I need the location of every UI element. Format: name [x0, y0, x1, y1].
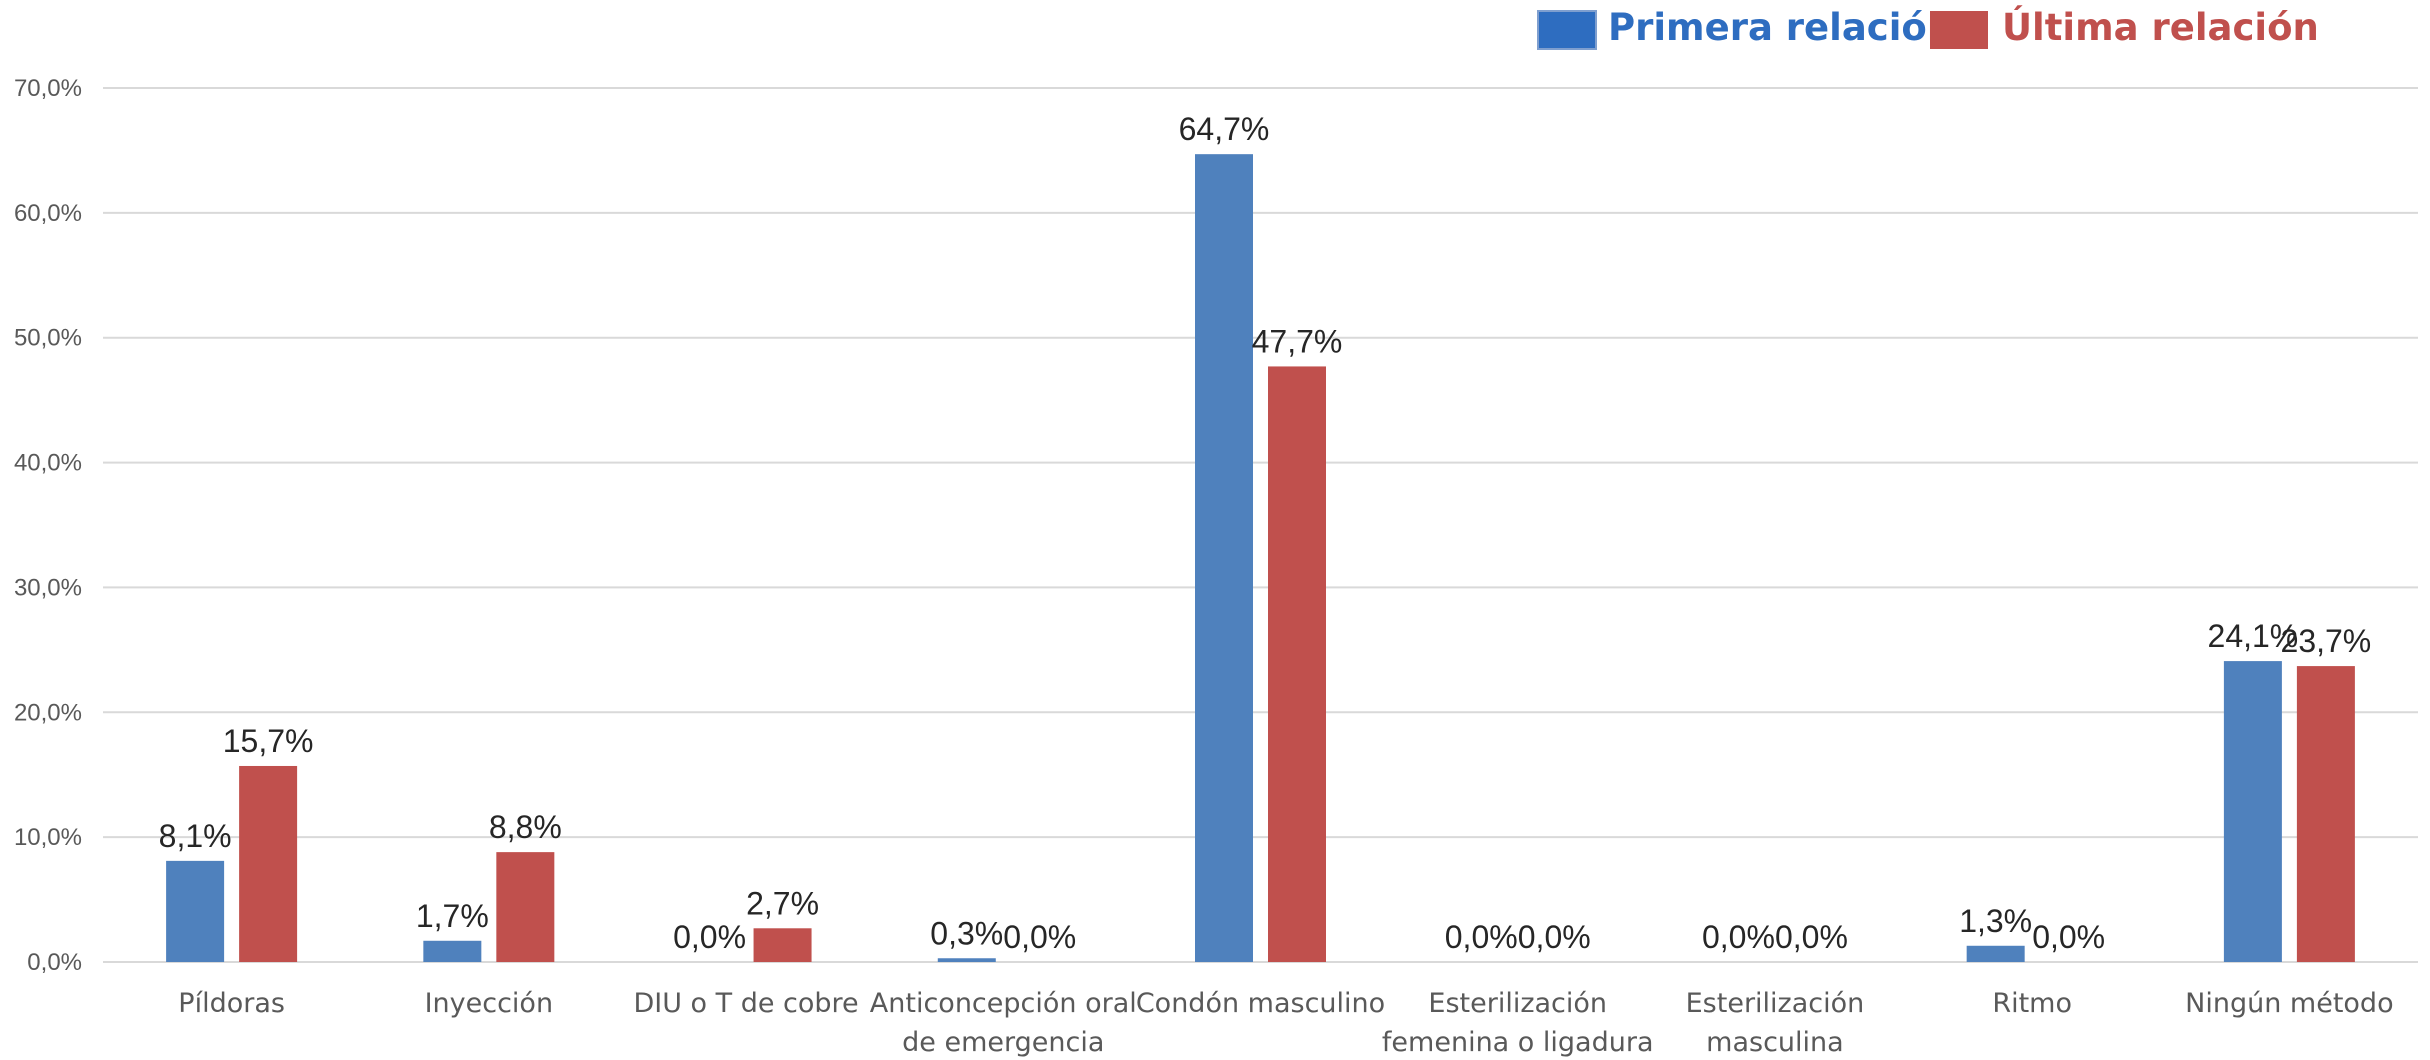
y-tick-label: 60,0% — [14, 200, 82, 227]
x-category-label: Anticoncepción oral — [870, 988, 1137, 1019]
x-category-label: Esterilización — [1686, 988, 1865, 1019]
y-tick-label: 40,0% — [14, 450, 82, 477]
x-category-label: Inyección — [425, 988, 554, 1019]
x-category-label: Condón masculino — [1136, 988, 1385, 1019]
data-label-1-3: 0,0% — [1003, 919, 1076, 955]
legend-swatch-primera-relacion — [1537, 10, 1597, 50]
x-category-label: Esterilización — [1428, 988, 1607, 1019]
bar-0-3 — [937, 958, 996, 962]
data-label-0-0: 8,1% — [159, 818, 232, 854]
data-label-0-2: 0,0% — [673, 919, 746, 955]
x-category-label: Ningún método — [2185, 988, 2393, 1019]
data-label-1-0: 15,7% — [223, 723, 314, 759]
x-category-label: femenina o ligadura — [1382, 1027, 1654, 1058]
data-label-1-5: 0,0% — [1518, 919, 1591, 955]
x-category-label: DIU o T de cobre — [633, 988, 858, 1019]
data-label-0-4: 64,7% — [1179, 111, 1270, 147]
data-label-1-7: 0,0% — [2032, 919, 2105, 955]
x-category-label: masculina — [1706, 1027, 1844, 1058]
data-label-0-8: 24,1% — [2208, 618, 2299, 654]
data-labels: 8,1%15,7%1,7%8,8%0,0%2,7%0,3% 0,0%64,7%47… — [159, 111, 2372, 955]
data-label-1-8: 23,7% — [2281, 623, 2372, 659]
data-label-0-5: 0,0% — [1445, 919, 1518, 955]
x-category-label: de emergencia — [902, 1027, 1104, 1058]
y-tick-label: 0,0% — [27, 949, 82, 976]
bar-1-4 — [1268, 366, 1326, 963]
y-tick-label: 30,0% — [14, 574, 82, 601]
x-axis-category-labels: Píldoras Inyección DIU o T de cobre Anticon… — [178, 988, 2393, 1058]
y-gridlines — [103, 87, 2418, 963]
bar-0-4 — [1195, 154, 1253, 962]
data-label-1-1: 8,8% — [489, 809, 562, 845]
y-tick-label: 10,0% — [14, 824, 82, 851]
data-label-0-1: 1,7% — [416, 898, 489, 934]
data-label-0-3: 0,3% — [930, 915, 1003, 951]
bar-0-0 — [166, 860, 225, 962]
bars — [166, 154, 2355, 963]
legend-label-primera-relacion: Primera relación — [1608, 6, 1953, 49]
y-tick-label: 70,0% — [14, 75, 82, 102]
y-tick-label: 20,0% — [14, 699, 82, 726]
bar-0-7 — [1966, 945, 2025, 962]
bar-1-2 — [753, 928, 812, 962]
bar-1-0 — [239, 765, 298, 962]
y-axis-tick-labels: 0,0% 10,0% 20,0% 30,0% 40,0% 50,0% 60,0% 70,0% — [14, 75, 82, 976]
x-category-label: Píldoras — [178, 988, 285, 1019]
bar-1-8 — [2296, 666, 2355, 962]
legend-swatch-ultima-relacion — [1930, 11, 1988, 49]
bar-0-8 — [2223, 661, 2282, 962]
chart-legend: Primera relación Última relación — [1537, 5, 2319, 50]
y-tick-label: 50,0% — [14, 325, 82, 352]
data-label-1-2: 2,7% — [746, 885, 819, 921]
data-label-1-4: 47,7% — [1252, 323, 1343, 359]
bar-0-1 — [423, 940, 482, 962]
data-label-0-6: 0,0% — [1702, 919, 1775, 955]
legend-label-ultima-relacion: Última relación — [2002, 5, 2319, 49]
data-label-0-7: 1,3% — [1959, 903, 2032, 939]
bar-1-1 — [496, 852, 555, 962]
x-category-label: Ritmo — [1992, 988, 2072, 1019]
data-label-1-6: 0,0% — [1775, 919, 1848, 955]
